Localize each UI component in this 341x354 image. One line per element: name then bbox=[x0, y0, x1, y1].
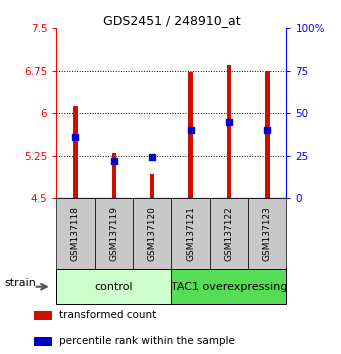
Bar bbox=[210, 198, 248, 269]
Bar bbox=[171, 269, 286, 304]
Text: GSM137123: GSM137123 bbox=[263, 206, 272, 261]
Title: GDS2451 / 248910_at: GDS2451 / 248910_at bbox=[103, 14, 240, 27]
Bar bbox=[94, 198, 133, 269]
Bar bbox=[227, 65, 231, 198]
Point bbox=[73, 134, 78, 140]
Bar bbox=[73, 107, 78, 198]
Bar bbox=[248, 198, 286, 269]
Bar bbox=[56, 269, 171, 304]
Bar bbox=[265, 71, 270, 198]
Point bbox=[111, 158, 117, 164]
Point bbox=[226, 119, 232, 125]
Bar bbox=[171, 198, 210, 269]
Text: percentile rank within the sample: percentile rank within the sample bbox=[59, 336, 235, 346]
Text: GSM137121: GSM137121 bbox=[186, 206, 195, 261]
Text: TAC1 overexpressing: TAC1 overexpressing bbox=[170, 282, 287, 292]
Bar bbox=[133, 198, 171, 269]
Point bbox=[265, 127, 270, 133]
Text: strain: strain bbox=[4, 278, 36, 288]
Bar bbox=[56, 198, 94, 269]
Bar bbox=[33, 337, 52, 346]
Point bbox=[188, 127, 193, 133]
Text: GSM137119: GSM137119 bbox=[109, 206, 118, 261]
Point bbox=[149, 155, 155, 160]
Bar bbox=[112, 153, 116, 198]
Text: GSM137118: GSM137118 bbox=[71, 206, 80, 261]
Bar bbox=[188, 72, 193, 198]
Text: transformed count: transformed count bbox=[59, 310, 156, 320]
Text: control: control bbox=[94, 282, 133, 292]
Bar bbox=[150, 175, 154, 198]
Text: GSM137120: GSM137120 bbox=[148, 206, 157, 261]
Text: GSM137122: GSM137122 bbox=[224, 206, 233, 261]
Bar bbox=[33, 311, 52, 320]
